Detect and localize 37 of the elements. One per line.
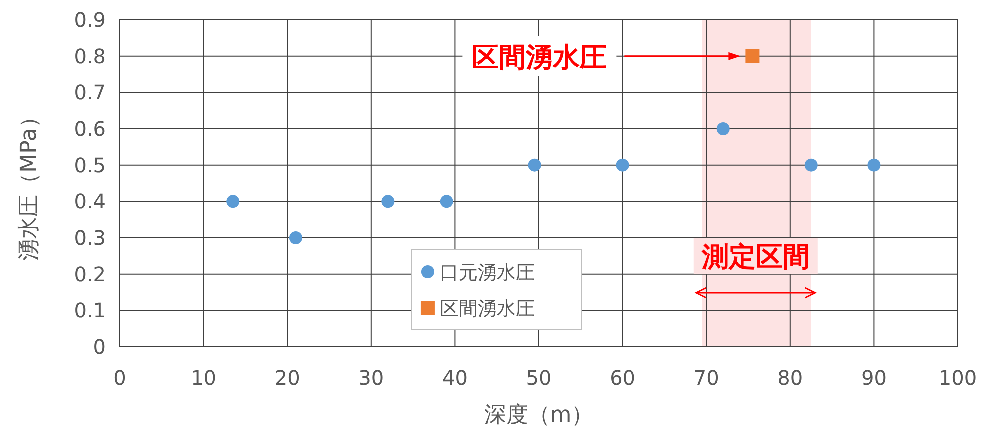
band-label: 測定区間 [700, 242, 810, 273]
x-tick-label: 20 [274, 366, 300, 390]
x-tick-label: 10 [191, 366, 217, 390]
y-axis-title: 湧水圧（MPa） [17, 106, 42, 261]
point [616, 158, 630, 172]
y-tick-label: 0.5 [74, 153, 106, 178]
x-tick-label: 80 [778, 366, 804, 390]
point [868, 158, 881, 172]
point [528, 158, 542, 172]
y-tick-label: 0.6 [74, 117, 106, 141]
x-tick-label: 90 [861, 366, 887, 390]
point [716, 122, 730, 136]
point [440, 195, 454, 208]
x-tick-label: 60 [610, 366, 636, 390]
y-tick-label: 0 [93, 335, 106, 359]
x-tick-label: 70 [694, 366, 720, 390]
point [746, 49, 760, 64]
annotation: 区間湧水圧 [472, 42, 608, 74]
y-tick-label: 0.2 [74, 262, 106, 286]
point [382, 195, 395, 208]
x-tick-label: 0 [114, 366, 126, 390]
y-tick-label: 0.7 [74, 80, 106, 105]
legend-label: 口元湧水圧 [440, 262, 535, 284]
y-tick-label: 0.9 [74, 8, 106, 32]
x-tick-label: 100 [938, 366, 978, 390]
point [804, 158, 818, 172]
x-tick-label: 40 [442, 366, 468, 390]
y-tick-label: 0.4 [74, 190, 106, 214]
legend-label: 区間湧水圧 [440, 298, 535, 320]
y-tick-label: 0.1 [74, 298, 106, 323]
y-tick-label: 0.8 [74, 44, 106, 68]
point [289, 232, 302, 244]
y-tick-label: 0.3 [74, 226, 106, 250]
x-axis-title: 深度（m） [484, 403, 594, 427]
x-tick-label: 30 [358, 366, 384, 390]
x-tick-label: 50 [526, 366, 552, 390]
point [226, 195, 240, 208]
